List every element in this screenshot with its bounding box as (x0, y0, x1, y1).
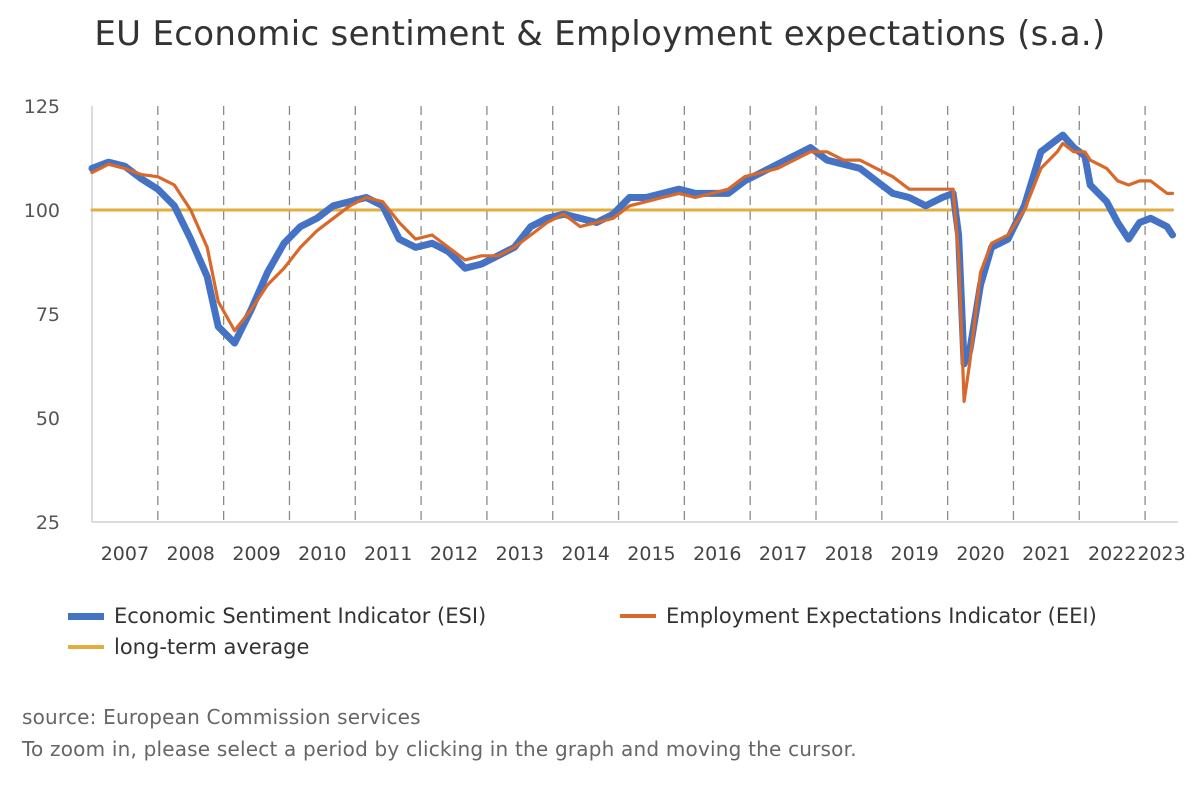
legend-label-average: long-term average (114, 635, 310, 659)
x-tick-label: 2023 (1137, 543, 1185, 565)
y-tick-label: 125 (24, 96, 60, 118)
legend-swatch-average (68, 645, 104, 649)
legend-swatch-eei (620, 614, 656, 618)
x-tick-label: 2008 (167, 543, 215, 565)
zoom-hint: To zoom in, please select a period by cl… (22, 737, 857, 761)
x-tick-label: 2020 (956, 543, 1004, 565)
x-tick-label: 2015 (627, 543, 675, 565)
x-tick-label: 2011 (364, 543, 412, 565)
series-line-esi[interactable] (88, 131, 1176, 368)
x-tick-label: 2019 (891, 543, 939, 565)
legend-label-eei: Employment Expectations Indicator (EEI) (666, 604, 1097, 628)
x-tick-label: 2018 (825, 543, 873, 565)
x-tick-label: 2010 (298, 543, 346, 565)
legend-swatch-esi (68, 612, 104, 620)
legend-item-esi[interactable]: Economic Sentiment Indicator (ESI) (68, 604, 486, 628)
y-tick-label: 75 (36, 304, 60, 326)
chart-title: EU Economic sentiment & Employment expec… (94, 14, 1106, 54)
y-tick-label: 25 (36, 512, 60, 534)
source-note: source: European Commission services (22, 705, 421, 729)
legend-item-eei[interactable]: Employment Expectations Indicator (EEI) (620, 604, 1097, 628)
legend-label-esi: Economic Sentiment Indicator (ESI) (114, 604, 487, 628)
x-tick-label: 2007 (101, 543, 149, 565)
x-tick-label: 2014 (561, 543, 609, 565)
x-tick-label: 2021 (1022, 543, 1070, 565)
grid (157, 106, 1146, 522)
y-tick-label: 100 (24, 200, 60, 222)
x-tick-label: 2009 (232, 543, 280, 565)
x-tick-label: 2013 (496, 543, 544, 565)
x-tick-label: 2022 (1088, 543, 1136, 565)
axes: 25 50 75 100 125 2007 2008 2009 2010 2011 2012 2013… (24, 96, 1186, 565)
x-tick-label: 2012 (430, 543, 478, 565)
series-line-eei[interactable] (90, 141, 1175, 403)
series-group (88, 131, 1176, 403)
y-tick-label: 50 (36, 408, 60, 430)
x-tick-label: 2016 (693, 543, 741, 565)
x-tick-label: 2017 (759, 543, 807, 565)
legend-item-average[interactable]: long-term average (68, 635, 309, 659)
